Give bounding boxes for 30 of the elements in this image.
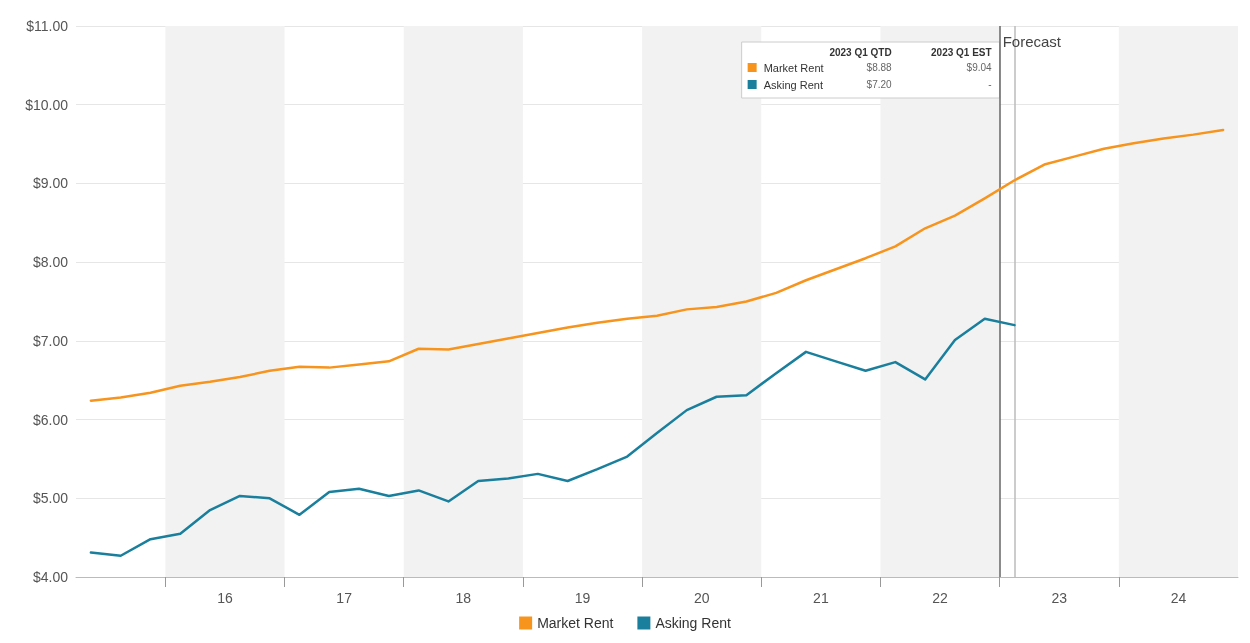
x-tick-label: 22 (932, 590, 949, 606)
annotation: $9.04 (966, 61, 993, 73)
line-series (89, 128, 1225, 402)
x-tick-label: 24 (1170, 590, 1187, 606)
y-tick-label: $9.00 (32, 175, 69, 192)
annotation: - (988, 78, 992, 90)
line-series (89, 317, 1016, 557)
ref-line-label: Forecast (1002, 33, 1062, 50)
x-tick-label: 18 (455, 590, 472, 606)
y-tick-label: $10.00 (25, 96, 69, 113)
x-tick-label: 21 (813, 590, 829, 606)
legend-label: Asking Rent (655, 615, 731, 631)
text: Asking Rent (763, 78, 823, 91)
y-tick-label: $5.00 (32, 490, 69, 507)
legend-label: Market Rent (763, 61, 824, 74)
y-tick-label: $6.00 (32, 411, 69, 428)
x-tick-label: 20 (693, 590, 710, 606)
y-tick-label: $8.00 (32, 254, 69, 271)
y-tick-label: $4.00 (32, 569, 69, 585)
x-tick-label: 23 (1051, 590, 1068, 606)
annotation: $7.20 (866, 78, 893, 90)
x-tick-label: 16 (217, 590, 233, 606)
x-tick-label: 17 (336, 590, 353, 606)
y-tick-label: $11.00 (26, 18, 69, 34)
annotation: 2023 Q1 QTD (829, 46, 892, 58)
y-tick-label: $7.00 (32, 332, 69, 349)
text: Market Rent (537, 615, 614, 631)
x-tick-label: 19 (574, 590, 591, 606)
annotation: 2023 Q1 EST (931, 46, 992, 58)
annotation: $8.88 (866, 61, 893, 73)
